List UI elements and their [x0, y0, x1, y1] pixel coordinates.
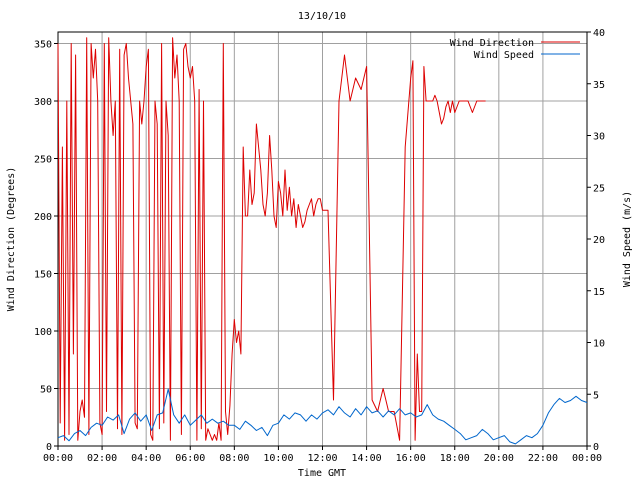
ticks: 00:00 02:00 04:00 06:00 08:00 10:00 12:00 14:00…: [34, 28, 605, 464]
x-tick-label: 12:00: [307, 453, 337, 464]
x-tick-label: 02:00: [87, 453, 117, 464]
x-tick-label: 08:00: [219, 453, 249, 464]
x-tick-label: 10:00: [263, 453, 293, 464]
y-left-tick-label: 50: [40, 385, 52, 396]
y-right-tick-label: 15: [593, 287, 605, 298]
y-right-tick-label: 10: [593, 339, 605, 350]
chart-title: 13/10/10: [298, 11, 346, 22]
y-left-tick-label: 350: [34, 40, 52, 51]
x-tick-label: 22:00: [528, 453, 558, 464]
y-right-tick-label: 25: [593, 183, 605, 194]
y-left-tick-label: 300: [34, 97, 52, 108]
legend-label-wind-direction: Wind Direction: [450, 38, 534, 49]
y-right-tick-label: 40: [593, 28, 605, 39]
x-tick-label: 00:00: [572, 453, 602, 464]
legend-label-wind-speed: Wind Speed: [474, 50, 534, 61]
y-left-tick-label: 100: [34, 327, 52, 338]
y-left-tick-label: 250: [34, 155, 52, 166]
series-line-wind-direction: [57, 37, 486, 441]
grid: [58, 32, 587, 446]
x-tick-label: 18:00: [440, 453, 470, 464]
y-right-tick-label: 5: [593, 390, 599, 401]
y-left-tick-label: 150: [34, 270, 52, 281]
x-tick-label: 06:00: [175, 453, 205, 464]
x-tick-label: 00:00: [43, 453, 73, 464]
x-tick-label: 20:00: [484, 453, 514, 464]
x-tick-label: 04:00: [131, 453, 161, 464]
y-right-tick-label: 35: [593, 80, 605, 91]
y-right-tick-label: 30: [593, 132, 605, 143]
legend: Wind Direction Wind Speed: [450, 38, 580, 61]
series-line-wind-speed: [57, 388, 588, 445]
y-right-tick-label: 0: [593, 442, 599, 453]
y-axis-label-left: Wind Direction (Degrees): [6, 167, 17, 312]
x-axis-label: Time GMT: [298, 468, 346, 479]
x-tick-label: 14:00: [352, 453, 382, 464]
y-left-tick-label: 0: [46, 442, 52, 453]
x-tick-label: 16:00: [396, 453, 426, 464]
series-lines: [57, 37, 588, 445]
y-axis-label-right: Wind Speed (m/s): [622, 191, 633, 287]
y-right-tick-label: 20: [593, 235, 605, 246]
y-left-tick-label: 200: [34, 212, 52, 223]
